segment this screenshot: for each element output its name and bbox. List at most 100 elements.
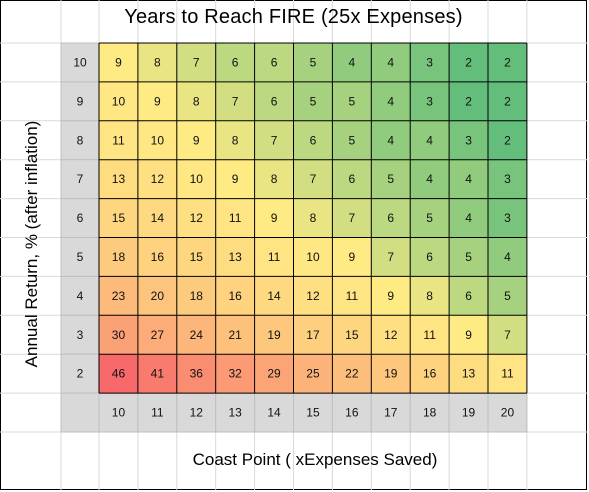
heatmap-cell xyxy=(137,315,177,355)
heatmap-cell xyxy=(488,354,527,394)
cell-value-label: 18 xyxy=(190,289,204,303)
cell-value-label: 4 xyxy=(465,211,472,225)
cell-value-label: 13 xyxy=(228,250,242,264)
y-tick-label: 2 xyxy=(77,367,84,381)
cell-value-label: 7 xyxy=(271,133,278,147)
heatmap-cell xyxy=(332,43,372,82)
heatmap-cell xyxy=(410,315,450,355)
column-header-cell xyxy=(293,392,333,433)
cell-value-label: 9 xyxy=(271,211,278,225)
heatmap-cell xyxy=(176,276,216,316)
heatmap-cell xyxy=(215,81,255,121)
cell-value-label: 10 xyxy=(112,94,126,108)
cell-value-label: 19 xyxy=(384,367,398,381)
row-header-cell xyxy=(60,275,100,316)
x-tick-label: 16 xyxy=(345,406,359,420)
cell-value-label: 2 xyxy=(465,94,472,108)
heatmap-cell xyxy=(371,120,411,160)
cell-value-label: 8 xyxy=(154,55,161,69)
cell-value-label: 18 xyxy=(112,250,126,264)
cell-value-label: 3 xyxy=(426,94,433,108)
heatmap-cell xyxy=(293,198,333,238)
cell-value-label: 11 xyxy=(346,289,359,303)
row-header-cell xyxy=(60,198,100,239)
heatmap-cell xyxy=(449,198,488,238)
chart-title: Years to Reach FIRE (25x Expenses) xyxy=(124,6,463,28)
heatmap-cell xyxy=(293,120,333,160)
cell-value-label: 41 xyxy=(151,367,165,381)
cell-value-label: 29 xyxy=(267,367,281,381)
heatmap-cell xyxy=(410,276,450,316)
cell-value-label: 9 xyxy=(465,328,472,342)
heatmap-cell xyxy=(488,120,527,160)
row-header-cell xyxy=(60,314,100,355)
corner-header-cell xyxy=(60,392,100,433)
heatmap-cell xyxy=(488,198,527,238)
heatmap-cell xyxy=(99,81,138,121)
cell-value-label: 7 xyxy=(193,55,200,69)
heatmap-cell xyxy=(137,354,177,394)
heatmap-cell xyxy=(293,315,333,355)
x-tick-label: 14 xyxy=(267,406,281,420)
heatmap-cell xyxy=(137,237,177,277)
heatmap-cell xyxy=(137,81,177,121)
heatmap-cell xyxy=(293,276,333,316)
heatmap-cell xyxy=(410,198,450,238)
heatmap-cell xyxy=(176,198,216,238)
heatmap-cell xyxy=(449,81,488,121)
cell-value-label: 5 xyxy=(349,94,356,108)
heatmap-cell xyxy=(449,354,488,394)
heatmap-cell xyxy=(293,354,333,394)
heatmap-cell xyxy=(371,315,411,355)
cell-value-label: 4 xyxy=(349,55,356,69)
heatmap-cell xyxy=(254,354,294,394)
heatmap-cell xyxy=(332,198,372,238)
cell-value-label: 15 xyxy=(112,211,126,225)
cell-value-label: 7 xyxy=(232,94,239,108)
cell-value-label: 12 xyxy=(190,211,204,225)
heatmap-cell xyxy=(176,120,216,160)
heatmap-cell xyxy=(449,315,488,355)
heatmap-cell xyxy=(449,276,488,316)
cell-value-label: 4 xyxy=(426,172,433,186)
cell-value-label: 13 xyxy=(112,172,126,186)
cell-value-label: 6 xyxy=(349,172,356,186)
cell-value-label: 16 xyxy=(151,250,165,264)
heatmap-cell xyxy=(371,276,411,316)
cell-value-label: 7 xyxy=(387,250,394,264)
cell-value-label: 5 xyxy=(465,250,472,264)
heatmap-cell xyxy=(410,43,450,82)
heatmap-cell xyxy=(215,43,255,82)
row-header-cell xyxy=(60,81,100,122)
heatmap-cell xyxy=(254,159,294,199)
cell-value-label: 25 xyxy=(306,367,320,381)
column-header-cell xyxy=(254,392,295,433)
cell-value-label: 4 xyxy=(387,55,394,69)
cell-value-label: 9 xyxy=(387,289,394,303)
heatmap-cell xyxy=(215,315,255,355)
x-tick-label: 20 xyxy=(501,406,515,420)
cell-value-label: 3 xyxy=(504,172,511,186)
cell-value-label: 4 xyxy=(387,133,394,147)
heatmap-cell xyxy=(371,354,411,394)
cell-value-label: 30 xyxy=(112,328,126,342)
cell-value-label: 11 xyxy=(423,328,436,342)
heatmap-borders xyxy=(98,42,528,394)
cell-value-label: 3 xyxy=(465,133,472,147)
heatmap-cell xyxy=(176,159,216,199)
cell-value-label: 10 xyxy=(190,172,204,186)
x-tick-label: 19 xyxy=(462,406,476,420)
cell-value-label: 11 xyxy=(229,211,242,225)
column-tick-labels: 10 11 12 13 14 15 16 17 18 19 20 xyxy=(98,392,528,433)
cell-value-label: 11 xyxy=(501,367,514,381)
heatmap-cell xyxy=(410,81,450,121)
column-header-cell xyxy=(137,392,178,433)
cell-value-label: 9 xyxy=(349,250,356,264)
heatmap-cell xyxy=(254,237,294,277)
heatmap-cell xyxy=(332,237,372,277)
y-tick-label: 4 xyxy=(77,289,84,303)
heatmap-cell xyxy=(332,120,372,160)
heatmap-cell xyxy=(410,237,450,277)
cell-value-label: 5 xyxy=(310,94,317,108)
cell-value-label: 9 xyxy=(193,133,200,147)
